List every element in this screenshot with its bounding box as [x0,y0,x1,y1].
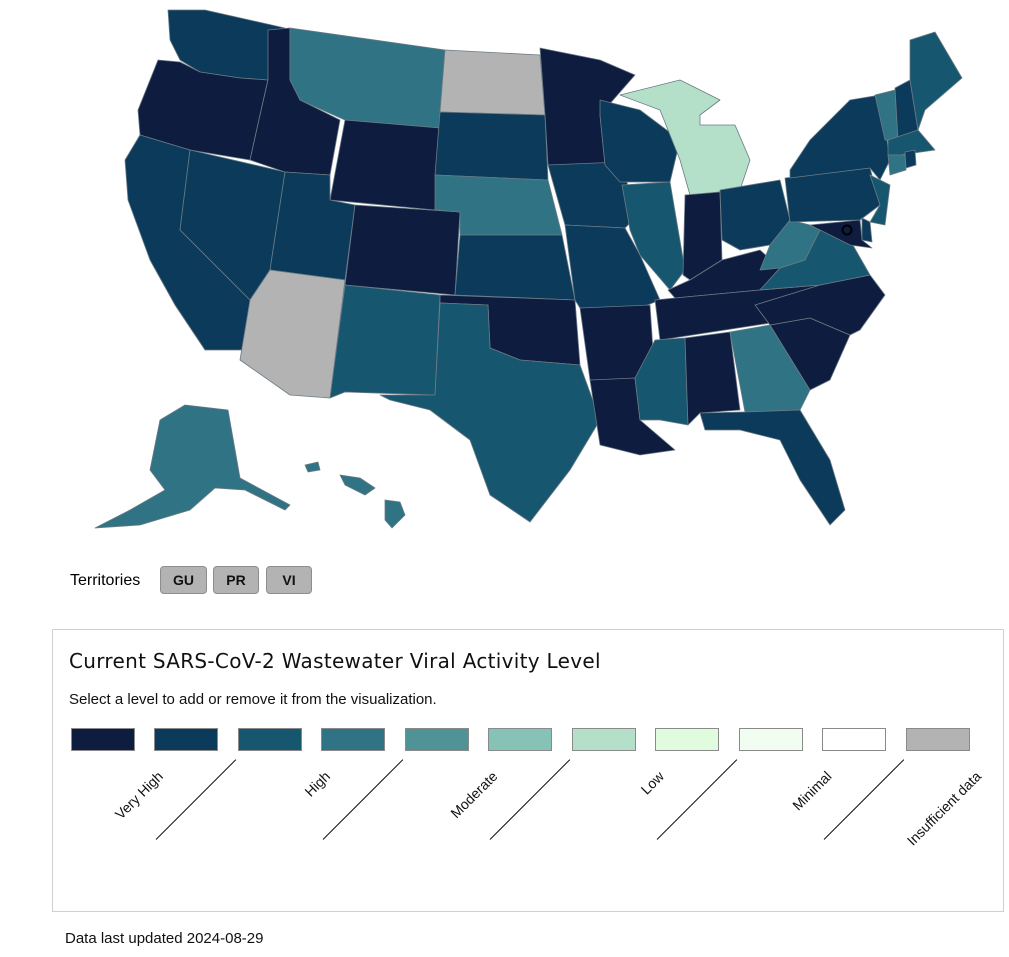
legend-divider [322,759,404,840]
state-WI[interactable] [599,99,681,183]
legend-panel: Current SARS-CoV-2 Wastewater Viral Acti… [52,629,1004,912]
state-KS[interactable] [454,234,576,301]
state-NY[interactable] [789,94,891,181]
state-SD[interactable] [434,111,549,181]
state-ME[interactable] [909,31,963,131]
state-AK[interactable] [94,404,291,529]
state-MD[interactable] [809,219,873,249]
state-AL[interactable] [684,331,741,426]
swatch-low[interactable] [572,728,636,751]
swatch-minimal[interactable] [739,728,803,751]
state-ND[interactable] [439,49,546,116]
state-RI[interactable] [904,149,917,169]
territory-pr-button[interactable]: PR [213,566,259,594]
legend-label-insufficient-data: Insufficient data [903,768,985,849]
state-FL[interactable] [699,409,846,526]
swatch-very-high-high[interactable] [154,728,218,751]
state-CT[interactable] [887,154,907,176]
legend-divider [823,759,905,840]
state-MA[interactable] [887,129,936,156]
swatch-insufficient-data[interactable] [906,728,970,751]
swatch-moderate[interactable] [405,728,469,751]
state-DE[interactable] [861,217,873,243]
territories-label: Territories [70,572,141,589]
legend-divider [656,759,738,840]
state-TX[interactable] [379,302,601,523]
legend-title: Current SARS-CoV-2 Wastewater Viral Acti… [69,649,601,673]
state-MO[interactable] [564,224,661,309]
state-HI[interactable] [384,499,406,529]
swatch-high[interactable] [238,728,302,751]
territory-vi-button[interactable]: VI [266,566,312,594]
swatch-very-high[interactable] [71,728,135,751]
swatch-low-minimal[interactable] [655,728,719,751]
legend-divider [489,759,571,840]
state-CO[interactable] [344,204,461,296]
data-updated-text: Data last updated 2024-08-29 [65,930,264,947]
state-HI-islands-2[interactable] [339,474,376,496]
territory-gu-button[interactable]: GU [160,566,207,594]
state-GA[interactable] [729,324,811,413]
state-NJ[interactable] [869,174,891,226]
legend-label-moderate: Moderate [447,768,501,822]
state-NM[interactable] [329,284,441,399]
legend-label-very-high: Very High [112,768,167,823]
swatch-high-moderate[interactable] [321,728,385,751]
state-HI-islands[interactable] [304,461,321,473]
state-MI[interactable] [619,79,751,196]
legend-label-high: High [301,768,334,800]
legend-instructions: Select a level to add or remove it from … [69,691,437,708]
swatch-moderate-low[interactable] [488,728,552,751]
state-DC[interactable] [841,224,853,236]
state-WY[interactable] [329,119,441,211]
us-states-map [94,9,963,529]
legend-divider [155,759,237,840]
swatch-no-data[interactable] [822,728,886,751]
legend-label-minimal: Minimal [788,768,835,814]
state-AZ[interactable] [239,269,346,399]
legend-label-low: Low [637,768,668,798]
